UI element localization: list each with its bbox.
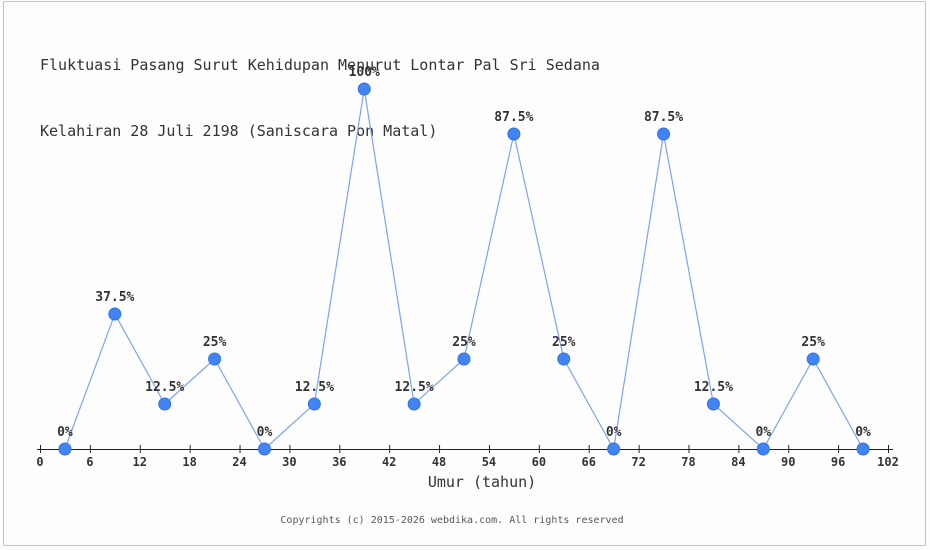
chart-title: Fluktuasi Pasang Surut Kehidupan Menurut… [40,10,600,186]
data-point-label: 0% [755,425,771,440]
data-point-label: 12.5% [694,380,733,395]
x-axis-tick-label: 96 [831,455,845,469]
data-point-marker [58,442,72,456]
data-point-label: 12.5% [145,380,184,395]
chart-title-line1: Fluktuasi Pasang Surut Kehidupan Menurut… [40,56,600,74]
data-point-marker [657,127,671,141]
data-point-label: 0% [57,425,73,440]
data-point-label: 12.5% [295,380,334,395]
data-point-label: 25% [552,335,576,350]
data-point-marker [307,397,321,411]
x-axis-tick-label: 84 [731,455,745,469]
x-axis-title: Umur (tahun) [427,473,537,491]
data-point-marker [108,307,122,321]
x-axis-tick-label: 72 [631,455,645,469]
data-point-marker [208,352,222,366]
data-point-label: 0% [606,425,622,440]
data-point-marker [457,352,471,366]
data-point-marker [357,82,371,96]
data-point-marker [706,397,720,411]
data-point-label: 25% [801,335,825,350]
data-point-marker [507,127,521,141]
x-axis-tick-label: 102 [877,455,899,469]
x-axis-tick-label: 18 [182,455,196,469]
x-axis-tick-label: 90 [781,455,795,469]
data-point-marker [257,442,271,456]
x-axis-tick-label: 0 [36,455,43,469]
x-axis-tick-label: 66 [581,455,595,469]
x-axis-tick-label: 48 [432,455,446,469]
data-point-label: 87.5% [644,110,683,125]
data-point-marker [407,397,421,411]
data-point-label: 0% [257,425,273,440]
data-line [64,88,864,451]
x-axis-tick-label: 54 [482,455,496,469]
data-point-label: 87.5% [494,110,533,125]
data-point-marker [856,442,870,456]
data-point-marker [756,442,770,456]
x-axis-tick-label: 30 [282,455,296,469]
x-axis-tick-label: 24 [232,455,246,469]
data-point-label: 25% [452,335,476,350]
copyright-notice: Copyrights (c) 2015-2026 webdika.com. Al… [280,515,624,526]
data-point-label: 0% [855,425,871,440]
x-axis-tick-label: 6 [86,455,93,469]
data-point-marker [158,397,172,411]
x-axis-tick-label: 12 [133,455,147,469]
data-point-label: 37.5% [95,290,134,305]
x-axis-tick-label: 36 [332,455,346,469]
data-point-label: 12.5% [395,380,434,395]
data-point-marker [607,442,621,456]
x-axis-tick-label: 78 [681,455,695,469]
data-point-label: 100% [349,65,380,80]
x-axis-tick-label: 60 [532,455,546,469]
data-point-marker [806,352,820,366]
data-point-marker [557,352,571,366]
chart-title-line2: Kelahiran 28 Juli 2198 (Saniscara Pon Ma… [40,122,438,140]
x-axis-tick-label: 42 [382,455,396,469]
data-point-label: 25% [203,335,227,350]
